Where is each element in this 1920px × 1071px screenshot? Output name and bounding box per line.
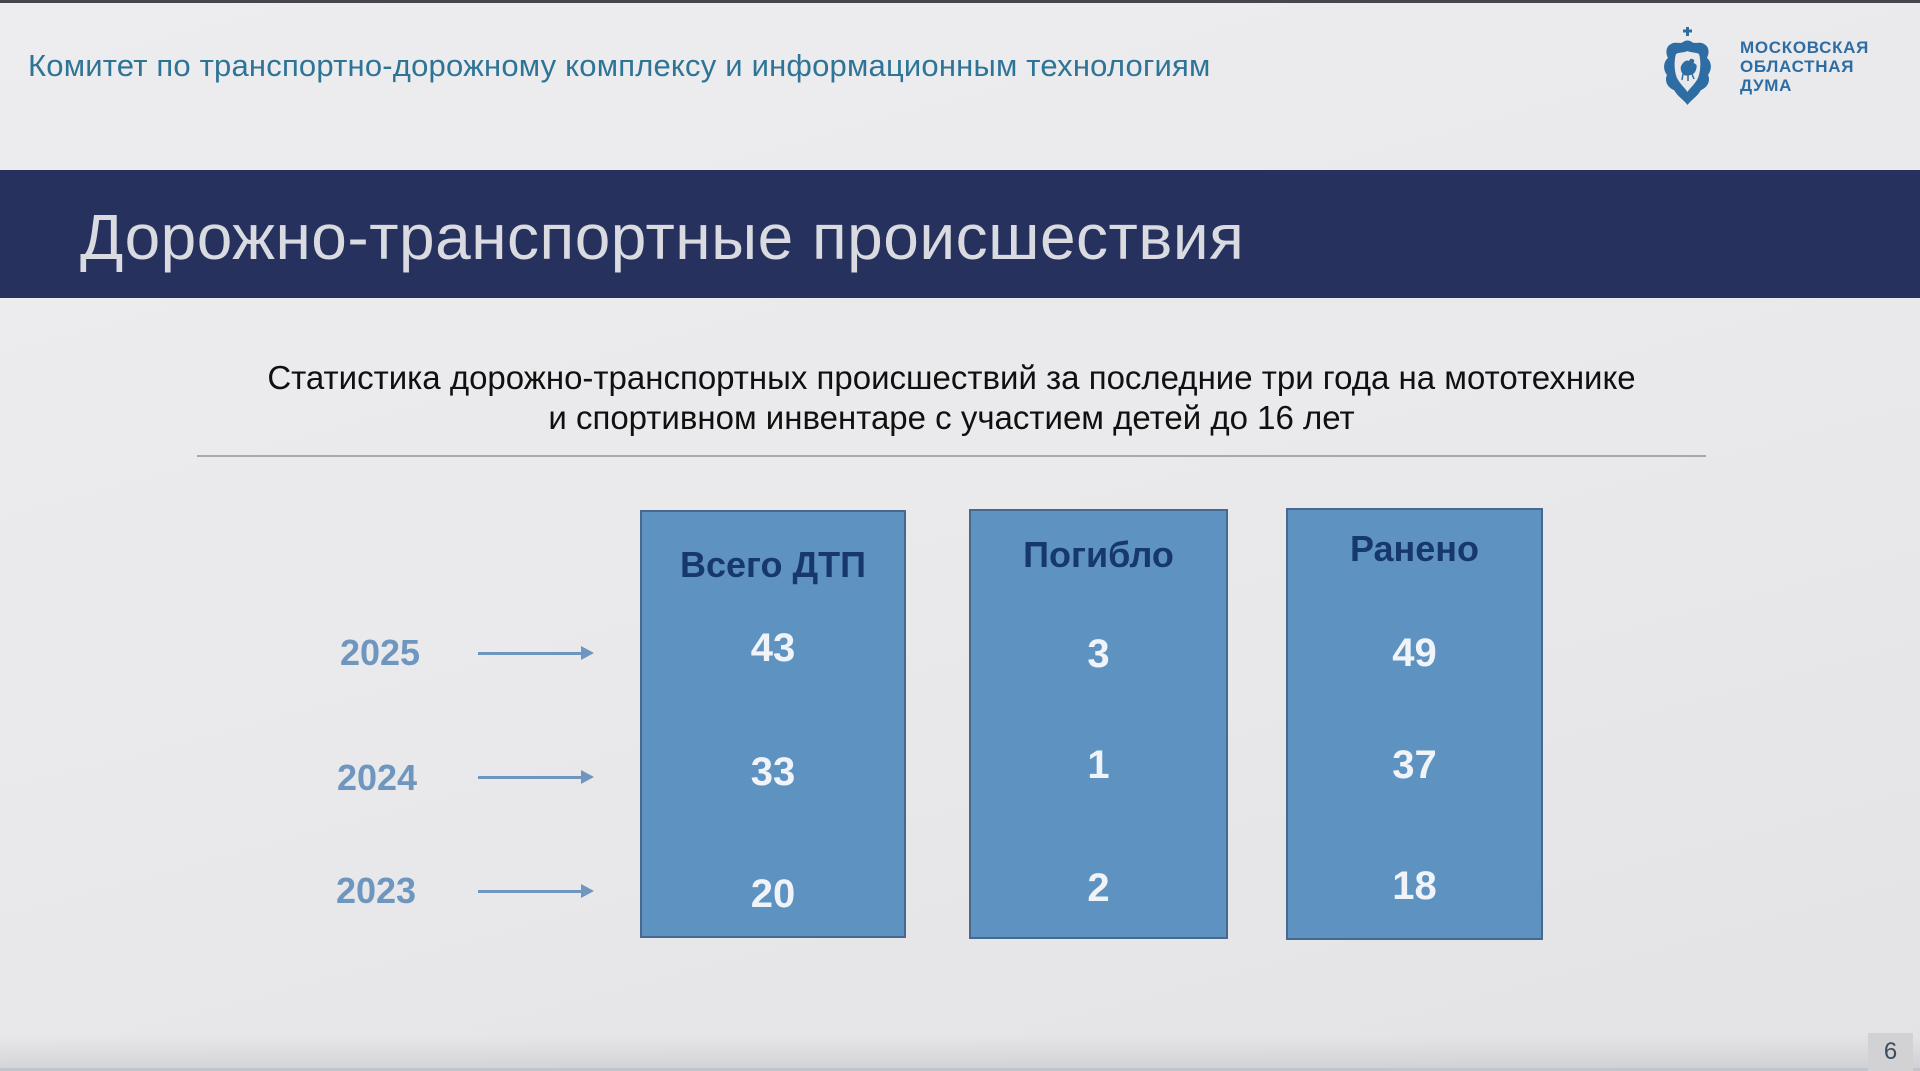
logo-line-1: МОСКОВСКАЯ <box>1740 38 1870 57</box>
year-label-2025: 2025 <box>339 632 421 673</box>
value-died-2024: 1 <box>1087 743 1110 787</box>
value-injured-2024: 37 <box>1392 743 1437 787</box>
chart-subtitle: Статистика дорожно-транспортных происшес… <box>197 358 1706 438</box>
slide-title: Дорожно-транспортные происшествия <box>80 201 1245 273</box>
bottom-edge-line <box>0 1068 1920 1071</box>
value-total-2025: 43 <box>750 626 796 670</box>
year-label-2024: 2024 <box>336 757 418 798</box>
column-header: Всего ДТП <box>679 544 867 585</box>
divider-line <box>197 455 1706 457</box>
value-died-2023: 2 <box>1087 866 1110 910</box>
value-died-2025: 3 <box>1087 632 1110 676</box>
column-header: Ранено <box>1349 528 1480 569</box>
column-died: Погибло 3 1 2 <box>969 509 1228 939</box>
committee-header: Комитет по транспортно-дорожному комплек… <box>28 48 1211 83</box>
title-banner: Дорожно-транспортные происшествия <box>0 170 1920 298</box>
value-total-2023: 20 <box>750 872 796 916</box>
column-header: Погибло <box>1023 534 1174 575</box>
value-injured-2025: 49 <box>1392 631 1437 675</box>
moscow-oblast-duma-logo: МОСКОВСКАЯ ОБЛАСТНАЯ ДУМА <box>1657 27 1907 109</box>
right-arrow-icon <box>478 884 594 898</box>
right-arrow-icon <box>478 770 594 784</box>
right-arrow-icon <box>478 646 594 660</box>
logo-line-2: ОБЛАСТНАЯ <box>1740 57 1855 76</box>
value-total-2024: 33 <box>750 750 796 794</box>
page-number-badge: 6 <box>1868 1033 1913 1071</box>
column-injured: Ранено 49 37 18 <box>1286 508 1543 940</box>
column-total-accidents: Всего ДТП 43 33 20 <box>640 510 906 938</box>
value-injured-2023: 18 <box>1392 864 1437 908</box>
logo-wordmark: МОСКОВСКАЯ ОБЛАСТНАЯ ДУМА <box>1740 38 1869 95</box>
coat-of-arms-icon <box>1664 27 1711 105</box>
subtitle-line-1: Статистика дорожно-транспортных происшес… <box>267 359 1636 396</box>
year-label-2023: 2023 <box>335 870 417 911</box>
subtitle-line-2: и спортивном инвентаре с участием детей … <box>548 399 1355 436</box>
bottom-shadow <box>0 1035 1920 1071</box>
logo-line-3: ДУМА <box>1740 76 1793 95</box>
top-edge-line <box>0 0 1920 3</box>
